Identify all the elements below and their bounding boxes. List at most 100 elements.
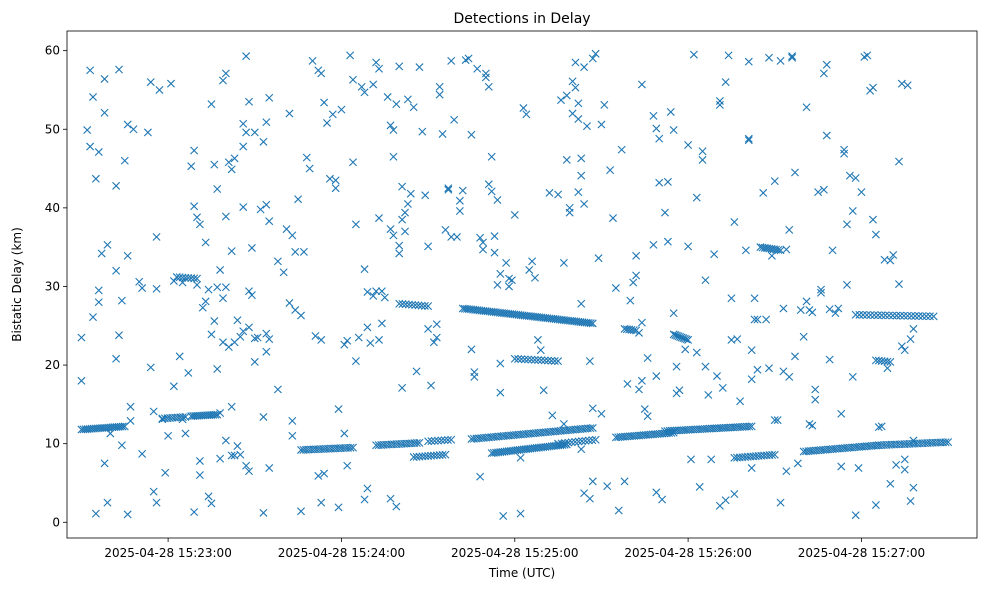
data-point (181, 429, 190, 438)
data-point (377, 319, 386, 328)
data-point (386, 225, 395, 234)
data-point (328, 110, 337, 119)
data-point (386, 494, 395, 503)
data-point (126, 402, 135, 411)
data-point (802, 297, 811, 306)
data-point (288, 231, 297, 240)
x-tick-label: 2025-04-28 15:25:00 (451, 546, 578, 560)
data-point (112, 266, 121, 275)
data-point (279, 268, 288, 277)
track-point (395, 299, 404, 308)
data-point (635, 385, 643, 394)
data-point (242, 461, 251, 470)
plot-area (67, 31, 977, 538)
data-point (724, 51, 733, 60)
data-point (877, 422, 886, 431)
data-point (871, 230, 880, 239)
data-point (210, 160, 219, 169)
track-point (944, 438, 953, 447)
data-point (117, 296, 126, 305)
data-point (776, 56, 785, 65)
data-point (637, 318, 646, 327)
data-point (112, 181, 121, 190)
data-point (317, 335, 326, 344)
data-point (227, 451, 236, 460)
data-point (843, 280, 851, 289)
track-point (774, 245, 783, 254)
data-point (713, 372, 721, 381)
data-point (840, 149, 849, 158)
x-tick-label: 2025-04-28 15:23:00 (104, 546, 231, 560)
data-point (164, 431, 173, 440)
data-point (360, 88, 369, 97)
data-point (230, 154, 239, 163)
data-point (571, 83, 580, 92)
track-point (588, 319, 597, 328)
data-point (493, 280, 502, 289)
data-point (663, 237, 672, 246)
data-point (297, 507, 305, 516)
data-point (626, 296, 635, 305)
track-point (877, 311, 886, 320)
data-point (900, 346, 909, 355)
y-tick-label: 20 (45, 358, 60, 372)
track-point (925, 312, 934, 321)
data-point (871, 500, 880, 509)
data-point (470, 372, 479, 381)
data-point (750, 315, 759, 324)
data-point (320, 98, 329, 107)
data-point (507, 276, 516, 285)
track-point (424, 302, 433, 311)
track-point (540, 356, 549, 365)
data-point (149, 407, 158, 416)
data-point (392, 100, 401, 109)
data-point (799, 332, 808, 341)
track-point (918, 312, 927, 321)
data-point (247, 243, 256, 252)
data-point (505, 282, 513, 291)
track-point (903, 311, 912, 320)
data-point (94, 286, 103, 295)
data-point (721, 78, 730, 87)
data-point (782, 245, 791, 254)
data-point (363, 323, 372, 332)
data-point (828, 246, 837, 255)
data-point (383, 93, 392, 102)
data-point (727, 294, 736, 303)
data-point (487, 152, 496, 161)
data-point (346, 51, 355, 60)
track-point (440, 436, 449, 445)
data-point (701, 276, 710, 285)
data-point (663, 177, 672, 186)
track-point (581, 436, 590, 445)
data-point (143, 128, 152, 137)
data-point (187, 162, 196, 171)
data-point (750, 294, 759, 303)
data-point (112, 354, 121, 363)
data-point (250, 334, 259, 343)
data-point (418, 127, 427, 136)
track-point (550, 356, 559, 365)
data-point (487, 187, 496, 196)
data-point (262, 329, 271, 338)
data-point (216, 265, 225, 274)
data-point (577, 445, 586, 454)
data-point (464, 54, 473, 63)
data-point (889, 251, 898, 260)
data-point (481, 69, 490, 78)
data-point (788, 52, 797, 61)
data-point (510, 210, 519, 219)
data-point (747, 375, 756, 384)
data-point (892, 460, 901, 469)
track-point (517, 355, 526, 364)
data-point (825, 355, 834, 364)
data-point (661, 208, 669, 217)
data-point (484, 82, 493, 91)
data-point (334, 405, 343, 414)
data-point (354, 333, 363, 342)
data-point (574, 188, 583, 197)
track-point (684, 335, 693, 344)
track-point (911, 311, 920, 320)
chart-title: Detections in Delay (453, 11, 590, 27)
data-point (900, 465, 909, 474)
